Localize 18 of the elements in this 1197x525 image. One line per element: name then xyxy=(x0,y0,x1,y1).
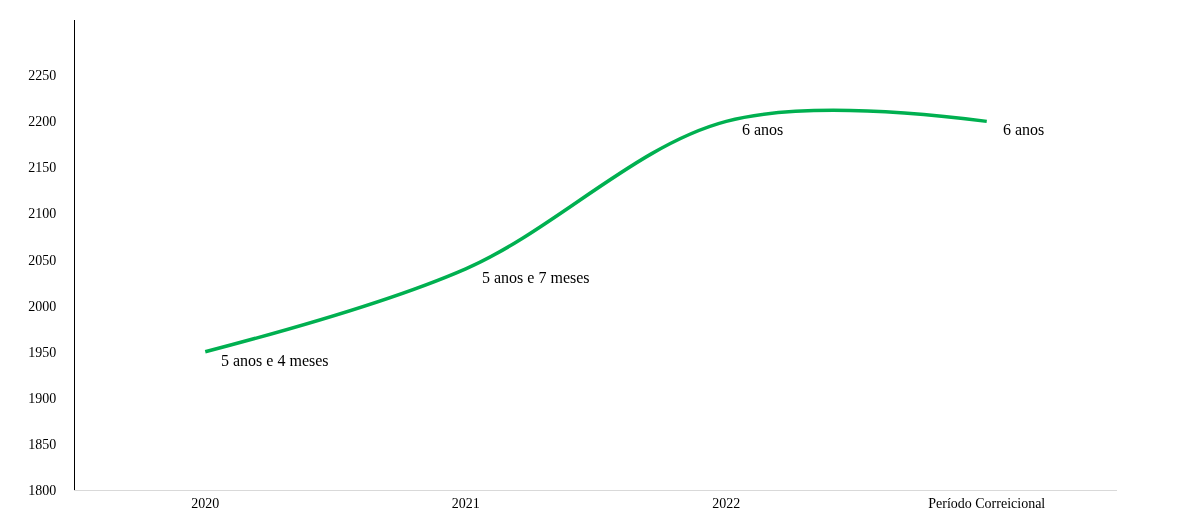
annotation: 6 anos xyxy=(1003,121,1045,138)
x-tick-label: 2022 xyxy=(712,495,741,511)
x-tick-label: 2020 xyxy=(191,495,220,511)
annotation: 5 anos e 7 meses xyxy=(482,269,590,286)
x-tick-label: Período Correicional xyxy=(928,495,1046,511)
y-tick-label: 2200 xyxy=(28,114,57,130)
y-tick-label: 2250 xyxy=(28,68,57,84)
y-tick-label: 2050 xyxy=(28,252,57,268)
y-tick-label: 2000 xyxy=(28,298,57,314)
y-tick-label: 1900 xyxy=(28,390,57,406)
y-tick-label: 1800 xyxy=(28,482,57,498)
annotation: 5 anos e 4 meses xyxy=(221,352,329,369)
annotation: 6 anos xyxy=(742,121,784,138)
y-tick-label: 2150 xyxy=(28,160,57,176)
x-tick-label: 2021 xyxy=(451,495,480,511)
y-tick-label: 1950 xyxy=(28,344,57,360)
y-tick-label: 1850 xyxy=(28,436,57,452)
y-tick-label: 2100 xyxy=(28,206,57,222)
